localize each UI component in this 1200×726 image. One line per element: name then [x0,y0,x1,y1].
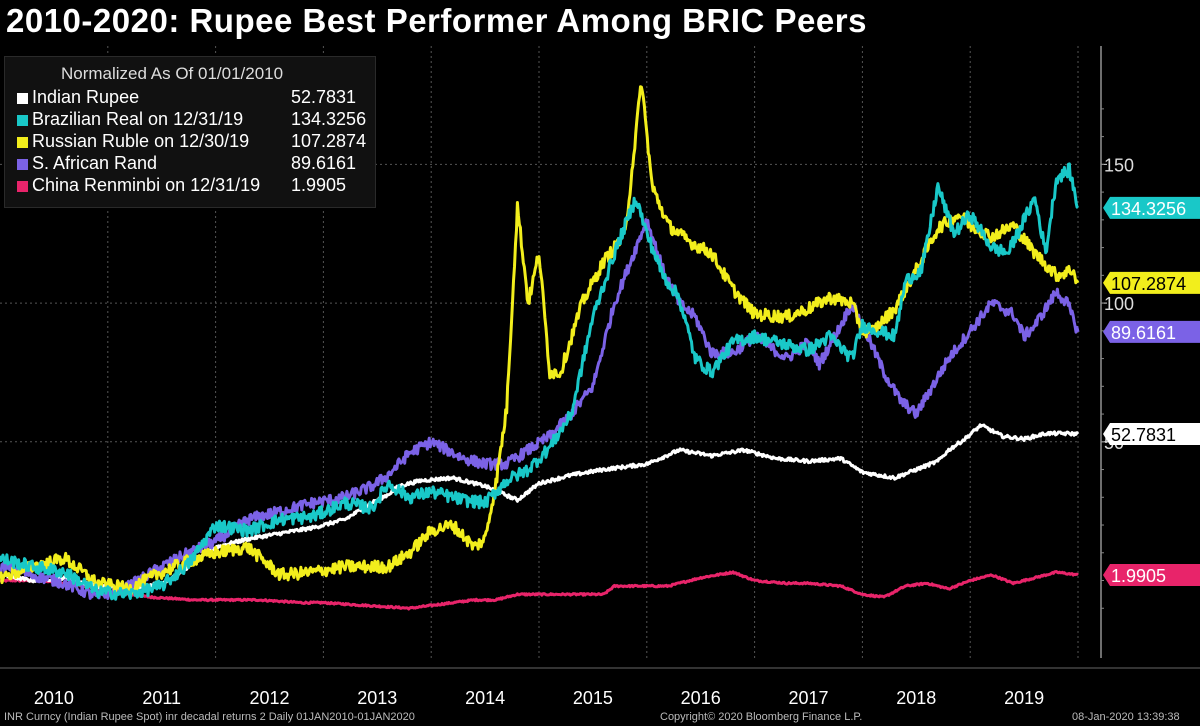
legend-item-china-renminbi: China Renminbi on 12/31/19 1.9905 [15,175,375,197]
x-tick-label: 2015 [573,688,613,708]
footer-source: INR Curncy (Indian Rupee Spot) inr decad… [4,711,415,723]
callout-label: 52.7831 [1111,425,1176,445]
series-layer [0,85,1080,611]
legend-swatch [17,137,28,148]
y-tick-label: 150 [1104,155,1134,175]
callout-label: 134.3256 [1111,199,1186,219]
series-line-3 [0,218,1080,600]
x-tick-label: 2013 [357,688,397,708]
legend-item-value: 107.2874 [291,131,367,151]
legend-swatch [17,93,28,104]
y-tick-label: 100 [1104,294,1134,314]
legend-header: Normalized As Of 01/01/2010 [61,64,284,83]
legend: Normalized As Of 01/01/2010 Indian Rupee… [4,56,376,208]
legend-item-indian-rupee: Indian Rupee 52.7831 [15,87,375,109]
legend-item-value: 52.7831 [291,87,357,107]
legend-item-south-african-rand: S. African Rand 89.6161 [15,153,375,175]
x-tick-label: 2019 [1004,688,1044,708]
last-value-callout-0: 52.7831 [1103,423,1200,446]
legend-item-name: Indian Rupee [32,87,140,107]
callout-label: 1.9905 [1111,566,1166,586]
last-value-callout-3: 89.6161 [1103,320,1200,343]
legend-item-name: S. African Rand [32,153,158,173]
callout-box [1103,423,1200,446]
series-line-4 [0,570,1079,611]
footer-timestamp: 08-Jan-2020 13:39:38 [1072,711,1180,723]
x-tick-label: 2017 [788,688,828,708]
x-tick-label: 2014 [465,688,505,708]
callout-label: 107.2874 [1111,274,1186,294]
last-value-callout-2: 107.2874 [1103,271,1200,294]
callout-layer: 134.3256 107.2874 89.6161 52.7831 1.9905 [1103,196,1200,586]
x-tick-label: 2010 [34,688,74,708]
footer-copyright: Copyright© 2020 Bloomberg Finance L.P. [660,711,863,723]
legend-item-name: China Renminbi on 12/31/19 [32,175,261,195]
last-value-callout-4: 1.9905 [1103,563,1200,586]
legend-item-value: 134.3256 [291,109,367,129]
axis-layer: 1501005020102011201220132014201520162017… [0,46,1200,708]
callout-box [1103,320,1200,343]
series-line-1 [0,162,1080,601]
chart-title: 2010-2020: Rupee Best Performer Among BR… [6,2,867,39]
callout-box [1103,563,1200,586]
legend-item-brazilian-real: Brazilian Real on 12/31/19 134.3256 [15,109,375,131]
legend-item-russian-ruble: Russian Ruble on 12/30/19 107.2874 [15,131,375,153]
x-tick-label: 2012 [249,688,289,708]
x-tick-label: 2018 [896,688,936,708]
last-value-callout-1: 134.3256 [1103,196,1200,219]
legend-item-value: 89.6161 [291,153,357,173]
x-tick-label: 2011 [142,688,181,708]
callout-box [1103,271,1200,294]
legend-swatch [17,159,28,170]
legend-item-name: Russian Ruble on 12/30/19 [32,131,250,151]
legend-swatch [17,115,28,126]
x-tick-label: 2016 [681,688,721,708]
callout-box [1103,196,1200,219]
legend-item-value: 1.9905 [291,175,347,195]
legend-item-name: Brazilian Real on 12/31/19 [32,109,244,129]
legend-swatch [17,181,28,192]
callout-label: 89.6161 [1111,323,1176,343]
